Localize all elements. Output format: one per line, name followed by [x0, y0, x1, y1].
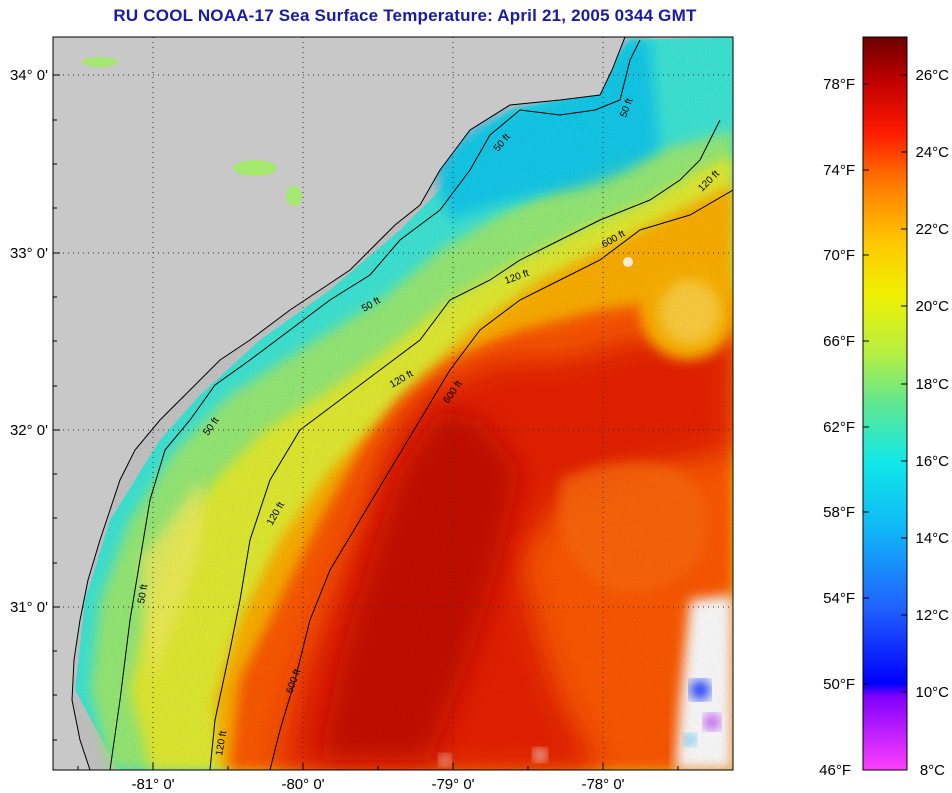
coastline-land	[53, 37, 626, 770]
lon-label: -78° 0'	[581, 776, 624, 793]
lat-label: 34° 0'	[10, 67, 48, 84]
celsius-label: 18°C	[915, 376, 949, 393]
fahrenheit-labels: 78°F 74°F 70°F 66°F 62°F 58°F 54°F 50°F …	[819, 76, 855, 779]
map-ticks	[53, 74, 679, 770]
fahrenheit-label: 54°F	[823, 590, 855, 607]
lon-label: -81° 0'	[131, 776, 174, 793]
celsius-label: 20°C	[915, 298, 949, 315]
celsius-labels: 26°C 24°C 22°C 20°C 18°C 16°C 14°C 12°C …	[915, 67, 949, 779]
celsius-label: 14°C	[915, 530, 949, 547]
longitude-labels: -81° 0' -80° 0' -79° 0' -78° 0'	[131, 776, 624, 793]
contour-label: 50 ft	[136, 583, 150, 604]
map-title: RU COOL NOAA-17 Sea Surface Temperature:…	[113, 6, 697, 25]
graticule	[53, 37, 733, 770]
lon-label: -80° 0'	[281, 776, 324, 793]
celsius-label: 16°C	[915, 453, 949, 470]
sst-map: 50 ft 50 ft 50 ft 50 ft 50 ft 120 ft 120…	[53, 37, 733, 770]
sst-field	[53, 37, 733, 770]
fahrenheit-label: 66°F	[823, 333, 855, 350]
fahrenheit-label: 78°F	[823, 76, 855, 93]
bathymetry-contours	[109, 39, 733, 770]
colorbar-ticks	[863, 74, 907, 693]
celsius-label: 26°C	[915, 67, 949, 84]
temperature-colorbar: 78°F 74°F 70°F 66°F 62°F 58°F 54°F 50°F …	[819, 36, 949, 779]
lon-label: -79° 0'	[431, 776, 474, 793]
celsius-label: 12°C	[915, 607, 949, 624]
fahrenheit-label: 46°F	[819, 762, 851, 779]
fahrenheit-label: 50°F	[823, 676, 855, 693]
fahrenheit-label: 58°F	[823, 504, 855, 521]
lat-label: 33° 0'	[10, 245, 48, 262]
colorbar-gradient	[862, 36, 908, 771]
celsius-label: 22°C	[915, 221, 949, 238]
celsius-label: 10°C	[915, 684, 949, 701]
celsius-label: 8°C	[920, 762, 945, 779]
map-frame	[52, 36, 734, 771]
fahrenheit-label: 74°F	[823, 162, 855, 179]
lat-label: 32° 0'	[10, 422, 48, 439]
lat-label: 31° 0'	[10, 599, 48, 616]
celsius-label: 24°C	[915, 144, 949, 161]
latitude-labels: 34° 0' 33° 0' 32° 0' 31° 0'	[10, 67, 48, 616]
fahrenheit-label: 70°F	[823, 247, 855, 264]
fahrenheit-label: 62°F	[823, 419, 855, 436]
contour-label: 120 ft	[214, 730, 229, 757]
